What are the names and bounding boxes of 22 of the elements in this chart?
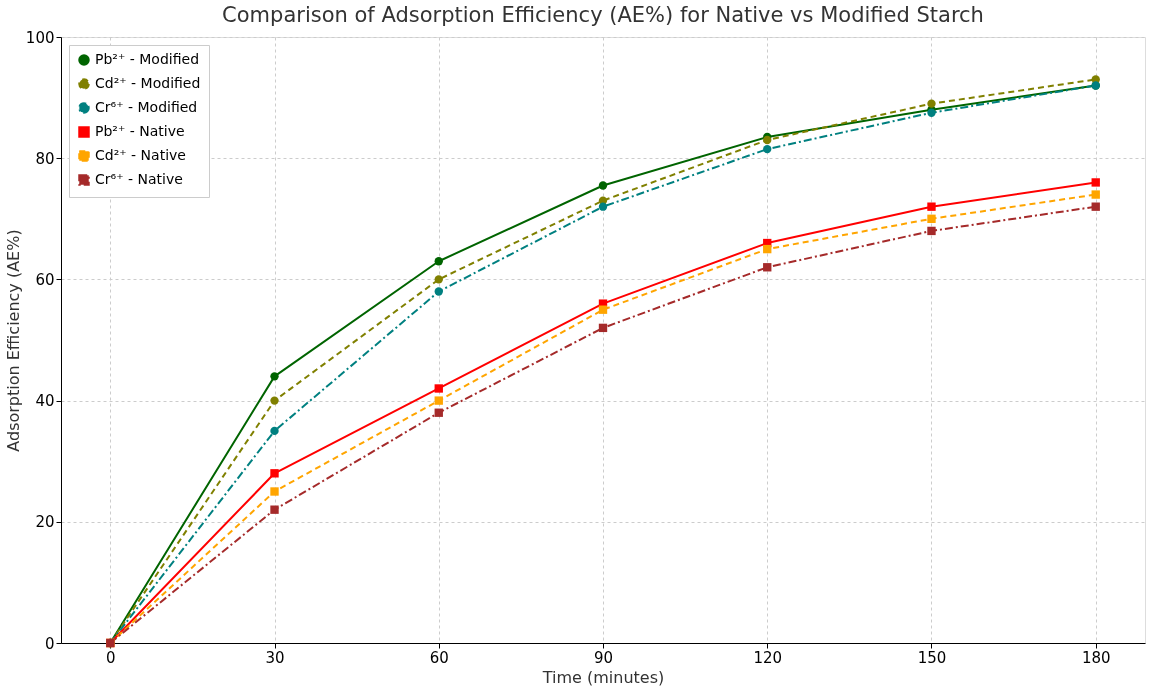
x-tick-label: 60 [429,648,449,667]
legend-label: Pb²⁺ - Modified [95,51,200,67]
x-tick-label: 180 [1081,648,1111,667]
legend-label: Cr⁶⁺ - Modified [95,99,198,115]
y-tick-label: 80 [35,149,55,168]
y-tick-label: 0 [44,634,55,653]
y-axis-title: Adsorption Efficiency (AE%) [3,229,23,452]
x-tick-label: 0 [106,648,116,667]
x-tick-label: 90 [593,648,614,667]
y-tick-label: 100 [25,28,55,47]
x-tick-label: 30 [265,648,285,667]
legend-label: Cr⁶⁺ - Native [95,171,183,187]
y-tick-label: 60 [35,270,55,289]
legend-label: Pb²⁺ - Native [95,123,185,139]
y-tick-label: 20 [35,513,55,532]
y-tick-label: 40 [35,392,55,411]
x-tick-label: 120 [753,648,783,667]
legend-label: Cd²⁺ - Native [95,147,186,163]
x-axis-title: Time (minutes) [541,667,665,687]
legend-label: Cd²⁺ - Modified [95,75,201,91]
chart-title: Comparison of Adsorption Efficiency (AE%) for Native vs Modified Starch [222,3,984,27]
x-tick-label: 150 [917,648,947,667]
